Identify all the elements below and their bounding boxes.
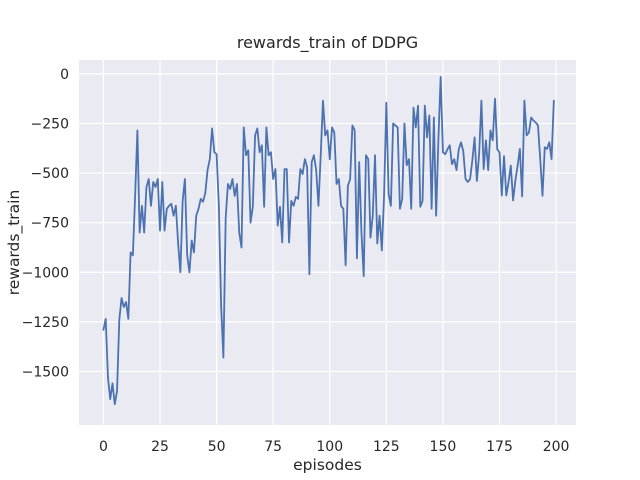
- y-tick-label: −1000: [22, 265, 69, 281]
- y-tick-label: −1250: [22, 315, 69, 331]
- x-tick-label: 175: [486, 439, 513, 455]
- plot-area: [79, 60, 576, 425]
- y-tick-label: −750: [31, 216, 69, 232]
- reward-line-series: [102, 75, 555, 406]
- x-tick-label: 125: [373, 439, 400, 455]
- tick-labels: 0 −250 −500 −750 −1000 −1250 −1500 0 25 50 75 100 12…: [22, 67, 570, 455]
- y-tick-label: −250: [31, 116, 69, 132]
- x-tick-label: 50: [208, 439, 226, 455]
- x-axis-label: episodes: [293, 456, 362, 474]
- x-tick-label: 100: [316, 439, 343, 455]
- x-tick-label: 150: [430, 439, 457, 455]
- x-tick-label: 200: [543, 439, 570, 455]
- y-axis-label: rewards_train: [5, 190, 24, 296]
- y-tick-label: −500: [31, 166, 69, 182]
- chart-title: rewards_train of DDPG: [237, 33, 418, 53]
- y-tick-label: −1500: [22, 364, 69, 380]
- x-tick-label: 25: [151, 439, 169, 455]
- x-tick-label: 0: [99, 439, 108, 455]
- x-tick-label: 75: [264, 439, 282, 455]
- gridlines: [79, 60, 576, 425]
- y-tick-label: 0: [60, 67, 69, 83]
